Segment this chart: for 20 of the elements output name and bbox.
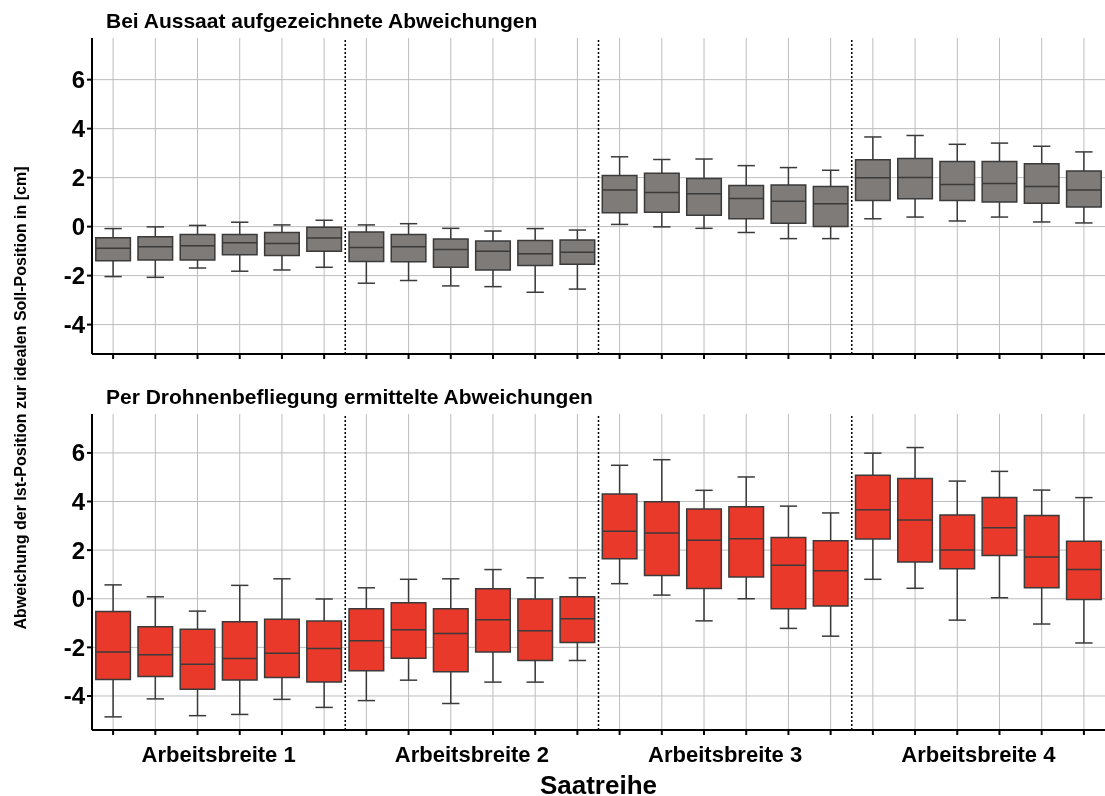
y-tick-label: 0 — [71, 213, 85, 241]
y-tick-label: 0 — [71, 585, 85, 613]
y-tick-label: -4 — [63, 311, 86, 339]
y-tick-label: -4 — [63, 682, 86, 710]
chart-title: Bei Aussaat aufgezeichnete Abweichungen — [105, 8, 539, 34]
y-tick-label: 4 — [71, 488, 86, 516]
y-tick-label: -2 — [63, 262, 85, 290]
y-axis-title: Abweichung der Ist-Position zur idealen Soll-Position in [cm] — [12, 166, 30, 630]
y-tick-label: -2 — [63, 633, 85, 661]
text: Arbeitsbreite 1 — [140, 742, 297, 768]
chart-title: Per Drohnenbefliegung ermittelte Abweichungen — [106, 385, 593, 408]
text: Arbeitsbreite 4 — [900, 742, 1057, 768]
y-tick-label: 2 — [71, 164, 85, 192]
y-tick-label: 6 — [71, 66, 85, 94]
y-tick-label: 2 — [71, 536, 85, 564]
x-axis-title: Saatreihe — [538, 770, 659, 796]
y-tick-label: 6 — [71, 439, 85, 467]
text: Arbeitsbreite 3 — [647, 742, 804, 768]
text: Arbeitsbreite 2 — [393, 742, 550, 768]
y-tick-label: 4 — [71, 115, 86, 143]
